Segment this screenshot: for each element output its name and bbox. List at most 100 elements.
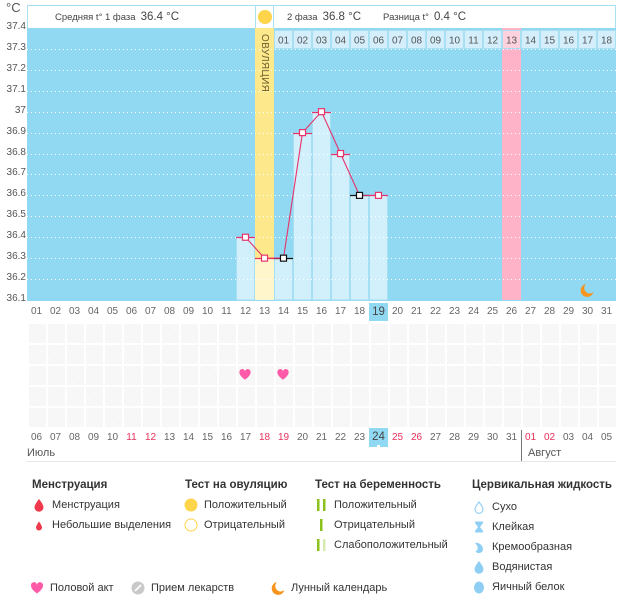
calendar-date[interactable]: 17 (239, 432, 252, 443)
phase2-day-cell[interactable] (521, 30, 540, 49)
x-axis-day[interactable]: 04 (87, 306, 100, 317)
calendar-date[interactable]: 09 (87, 432, 100, 443)
phase2-day-cell[interactable] (559, 30, 578, 49)
x-axis-day[interactable]: 08 (163, 306, 176, 317)
temperature-point[interactable] (317, 108, 326, 116)
heart-icon[interactable] (238, 368, 252, 381)
x-axis-day[interactable]: 28 (543, 306, 556, 317)
phase2-day-cell[interactable] (407, 30, 426, 49)
x-axis-day[interactable]: 27 (524, 306, 537, 317)
x-axis-day[interactable]: 12 (239, 306, 252, 317)
phase2-day-cell[interactable] (350, 30, 369, 49)
x-axis-day[interactable]: 03 (68, 306, 81, 317)
heart-icon[interactable] (276, 368, 290, 381)
x-axis-day[interactable]: 10 (201, 306, 214, 317)
phase2-day-cell[interactable] (331, 30, 350, 49)
calendar-date[interactable]: 10 (106, 432, 119, 443)
phase2-day-cell[interactable] (597, 30, 616, 49)
temperature-bar[interactable] (369, 194, 388, 301)
phase2-day-cell[interactable] (540, 30, 559, 49)
temperature-bar[interactable] (350, 194, 369, 301)
x-axis-day[interactable]: 02 (49, 306, 62, 317)
x-axis-day[interactable]: 22 (429, 306, 442, 317)
x-axis-day[interactable]: 29 (562, 306, 575, 317)
phase2-day-cell[interactable] (464, 30, 483, 49)
calendar-date[interactable]: 03 (562, 432, 575, 443)
calendar-date[interactable]: 13 (163, 432, 176, 443)
temperature-point[interactable] (374, 191, 383, 199)
calendar-date[interactable]: 05 (600, 432, 613, 443)
phase2-day-cell[interactable] (274, 30, 293, 49)
x-axis-day[interactable]: 09 (182, 306, 195, 317)
temperature-point[interactable] (336, 149, 345, 158)
x-axis-day[interactable]: 26 (505, 306, 518, 317)
phase2-day-cell[interactable] (445, 30, 464, 49)
x-axis-day[interactable]: 18 (353, 306, 366, 317)
calendar-date[interactable]: 15 (201, 432, 214, 443)
calendar-date[interactable]: 21 (315, 432, 328, 443)
phase2-day-cell[interactable] (388, 30, 407, 49)
x-axis-day[interactable]: 06 (125, 306, 138, 317)
x-axis-day[interactable]: 14 (277, 306, 290, 317)
calendar-date[interactable]: 31 (505, 432, 518, 443)
temperature-bar[interactable] (236, 236, 255, 301)
phase2-day-cell[interactable] (483, 30, 502, 49)
temperature-bar[interactable] (293, 132, 312, 301)
temperature-bar[interactable] (331, 153, 350, 301)
calendar-date[interactable]: 25 (391, 432, 404, 443)
calendar-date[interactable]: 22 (334, 432, 347, 443)
temperature-bar[interactable] (312, 111, 331, 301)
temperature-point[interactable] (355, 191, 364, 199)
temperature-point[interactable] (298, 129, 307, 137)
calendar-date[interactable]: 28 (448, 432, 461, 443)
phase2-day-cell[interactable] (293, 30, 312, 49)
temperature-point[interactable] (279, 254, 288, 262)
x-axis-day[interactable]: 11 (221, 306, 232, 317)
calendar-date[interactable]: 11 (126, 432, 137, 443)
calendar-date[interactable]: 02 (543, 432, 556, 443)
x-axis-day[interactable]: 16 (315, 306, 328, 317)
calendar-date[interactable]: 08 (68, 432, 81, 443)
calendar-date[interactable]: 04 (581, 432, 594, 443)
x-axis-day[interactable]: 25 (486, 306, 499, 317)
events-grid[interactable] (27, 322, 616, 428)
calendar-date[interactable]: 30 (486, 432, 499, 443)
calendar-date[interactable]: 18 (258, 432, 271, 443)
phase2-day-cell[interactable] (578, 30, 597, 49)
temperature-point[interactable] (241, 233, 250, 241)
phase2-day-cell[interactable] (426, 30, 445, 49)
phase2-day-cell[interactable] (502, 30, 521, 49)
x-axis-day[interactable]: 20 (391, 306, 404, 317)
calendar-date-today[interactable]: 24 (369, 428, 388, 447)
x-axis-day[interactable]: 05 (106, 306, 119, 317)
calendar-date[interactable]: 29 (467, 432, 480, 443)
x-axis-day[interactable]: 17 (334, 306, 347, 317)
x-axis-day[interactable]: 15 (296, 306, 309, 317)
phase2-day-cell[interactable] (312, 30, 331, 49)
calendar-date[interactable]: 27 (429, 432, 442, 443)
x-axis-day[interactable]: 01 (30, 306, 43, 317)
calendar-date[interactable]: 01 (524, 432, 537, 443)
calendar-date[interactable]: 16 (220, 432, 233, 443)
x-axis-day[interactable]: 23 (448, 306, 461, 317)
calendar-date[interactable]: 26 (410, 432, 423, 443)
calendar-date[interactable]: 20 (296, 432, 309, 443)
x-axis-day[interactable]: 30 (581, 306, 594, 317)
calendar-date[interactable]: 23 (353, 432, 366, 443)
calendar-date[interactable]: 06 (30, 432, 43, 443)
x-axis-day[interactable]: 31 (600, 306, 613, 317)
legend-item-pregnancy-negative: Отрицательный (314, 518, 415, 532)
calendar-date[interactable]: 12 (144, 432, 157, 443)
temperature-point[interactable] (260, 254, 269, 262)
x-axis-day[interactable]: 24 (467, 306, 480, 317)
calendar-date[interactable]: 07 (49, 432, 62, 443)
legend-label: Менструация (52, 499, 120, 511)
hourglass-icon (472, 520, 486, 534)
x-axis-day[interactable]: 07 (144, 306, 157, 317)
x-axis-day-current[interactable]: 19 (369, 303, 388, 321)
x-axis-day[interactable]: 13 (258, 306, 271, 317)
phase2-day-cell[interactable] (369, 30, 388, 49)
x-axis-day[interactable]: 21 (410, 306, 423, 317)
calendar-date[interactable]: 14 (182, 432, 195, 443)
calendar-date[interactable]: 19 (277, 432, 290, 443)
